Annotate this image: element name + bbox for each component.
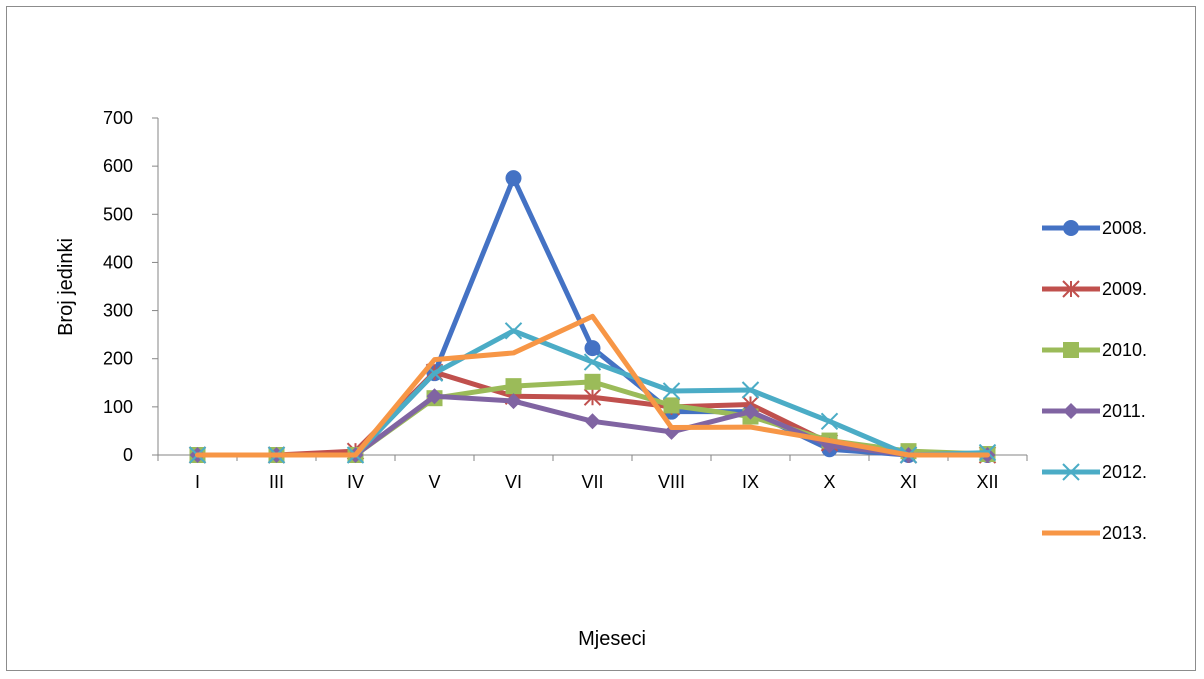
x-tick-label: IV: [347, 472, 364, 492]
legend-label: 2008.: [1102, 218, 1147, 238]
y-tick-label: 500: [103, 204, 133, 224]
legend-label: 2011.: [1102, 401, 1146, 421]
y-tick-label: 100: [103, 397, 133, 417]
legend-label: 2010.: [1102, 340, 1147, 360]
series-6: [195, 313, 990, 458]
x-tick-label: VIII: [658, 472, 685, 492]
data-point-square: [663, 397, 680, 414]
data-point-asterisk: [1062, 280, 1080, 298]
data-point-x-stroke: [583, 353, 602, 371]
data-point-square: [584, 373, 601, 390]
legend-label: 2009.: [1102, 279, 1147, 299]
data-point-diamond: [426, 388, 443, 405]
chart-frame: [6, 6, 1196, 671]
x-axis-title: Mjeseci: [578, 628, 646, 650]
data-point-square: [505, 378, 522, 395]
series-line: [195, 313, 990, 458]
data-point-x: [662, 382, 681, 400]
x-tick-label: VI: [505, 472, 522, 492]
y-axis: 0 100 200 300 400 500 600 700: [103, 108, 159, 465]
legend-label: 2013.: [1102, 523, 1147, 543]
x-tick-label: III: [269, 472, 284, 492]
data-point-x: [741, 381, 760, 399]
y-tick-label: 300: [103, 301, 133, 321]
legend-item: 2013.: [1042, 523, 1147, 543]
data-point-diamond: [1063, 403, 1079, 419]
x-tick-label: X: [823, 472, 835, 492]
y-tick-label: 700: [103, 108, 133, 128]
data-point-x: [820, 412, 839, 431]
data-point-diamond: [584, 413, 601, 430]
data-point-x-stroke: [741, 381, 760, 399]
x-tick-label: V: [428, 472, 440, 492]
legend-item: 2009.: [1042, 279, 1147, 299]
data-point-diamond: [742, 403, 759, 420]
legend-item: 2010.: [1042, 340, 1147, 360]
y-tick-label: 200: [103, 349, 133, 369]
data-point-x-stroke: [662, 382, 681, 400]
legend-item: 2012.: [1042, 462, 1147, 482]
data-point-circle: [584, 340, 601, 357]
x-tick-label: XII: [976, 472, 998, 492]
data-point-x-stroke: [425, 364, 444, 382]
data-point-x-stroke: [820, 412, 839, 431]
legend: 2008. 2009. 2010. 2011. 2012. 2013.: [1042, 218, 1147, 543]
data-point-diamond: [505, 393, 522, 410]
data-point-x-stroke: [1062, 463, 1080, 481]
y-tick-label: 600: [103, 156, 133, 176]
y-tick-label: 400: [103, 252, 133, 272]
y-tick-label: 0: [123, 445, 133, 465]
x-tick-label: XI: [900, 472, 917, 492]
x-axis: I III IV V VI VII VIII IX X XI XII: [157, 454, 1028, 492]
x-tick-label: VII: [581, 472, 603, 492]
data-point-asterisk: [583, 388, 602, 406]
y-axis-title: Broj jedinki: [55, 238, 77, 336]
data-point-x: [583, 353, 602, 371]
series-lines: [188, 170, 997, 464]
x-tick-label: IX: [742, 472, 759, 492]
data-point-x: [1062, 463, 1080, 481]
x-tick-label: I: [195, 472, 200, 492]
data-point-circle: [1063, 220, 1079, 236]
legend-label: 2012.: [1102, 462, 1147, 482]
data-point-x-stroke: [504, 322, 523, 340]
data-point-square: [1063, 342, 1079, 358]
data-point-x: [504, 322, 523, 340]
data-point-circle: [505, 170, 522, 187]
legend-item: 2008.: [1042, 218, 1147, 238]
legend-item: 2011.: [1042, 401, 1146, 421]
